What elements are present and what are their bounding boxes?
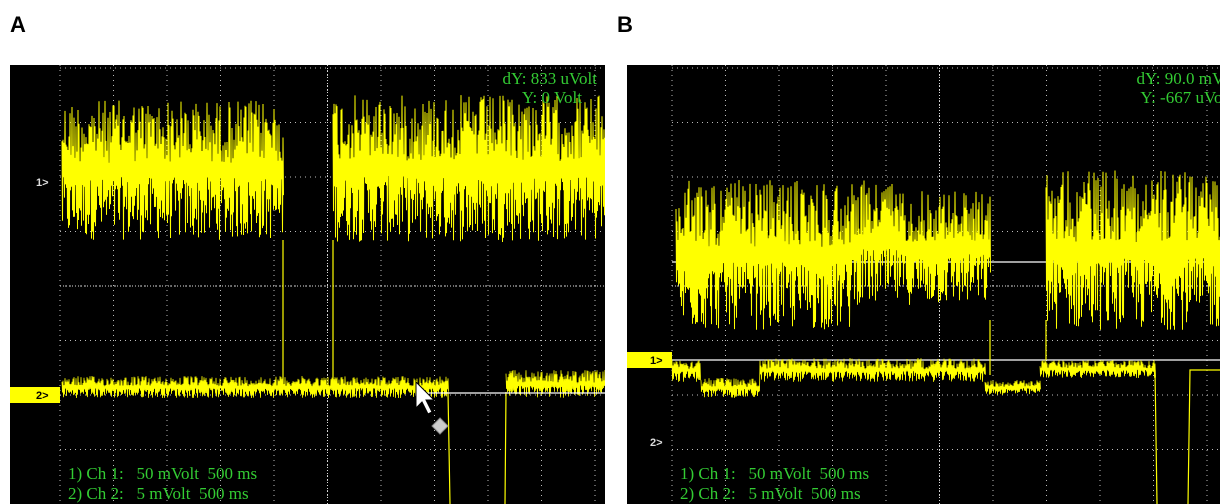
channel-marker: 1>: [650, 355, 663, 367]
settings: 2) Ch 2: 5 mVolt 500 ms: [68, 484, 249, 503]
settings: 2) Ch 2: 5 mVolt 500 ms: [680, 484, 861, 503]
scope-screen: 1> 2> dY: 90.0 mVolt Y: -667 uVolt 1) Ch…: [627, 65, 1220, 504]
panel-label: B: [617, 12, 633, 37]
marker-bar: [10, 387, 60, 403]
settings: 1) Ch 1: 50 mVolt 500 ms: [68, 464, 257, 483]
channel-marker: 2>: [36, 390, 49, 402]
settings: 1) Ch 1: 50 mVolt 500 ms: [680, 464, 869, 483]
readout: dY: 90.0 mVolt: [1137, 69, 1220, 88]
readout: dY: 833 uVolt: [503, 69, 598, 88]
panel-label: A: [10, 12, 26, 37]
readout: Y: -667 uVolt: [1140, 88, 1220, 107]
channel-marker: 1>: [36, 177, 49, 189]
scope-screen: 1> 2> dY: 833 uVolt Y: 0 Volt 1) Ch 1: 5…: [10, 65, 606, 504]
channel-marker: 2>: [650, 437, 663, 449]
figure: A B 1> 2> dY: 833 uVolt Y: 0 Volt 1) Ch …: [0, 0, 1220, 504]
readout: Y: 0 Volt: [522, 88, 582, 107]
